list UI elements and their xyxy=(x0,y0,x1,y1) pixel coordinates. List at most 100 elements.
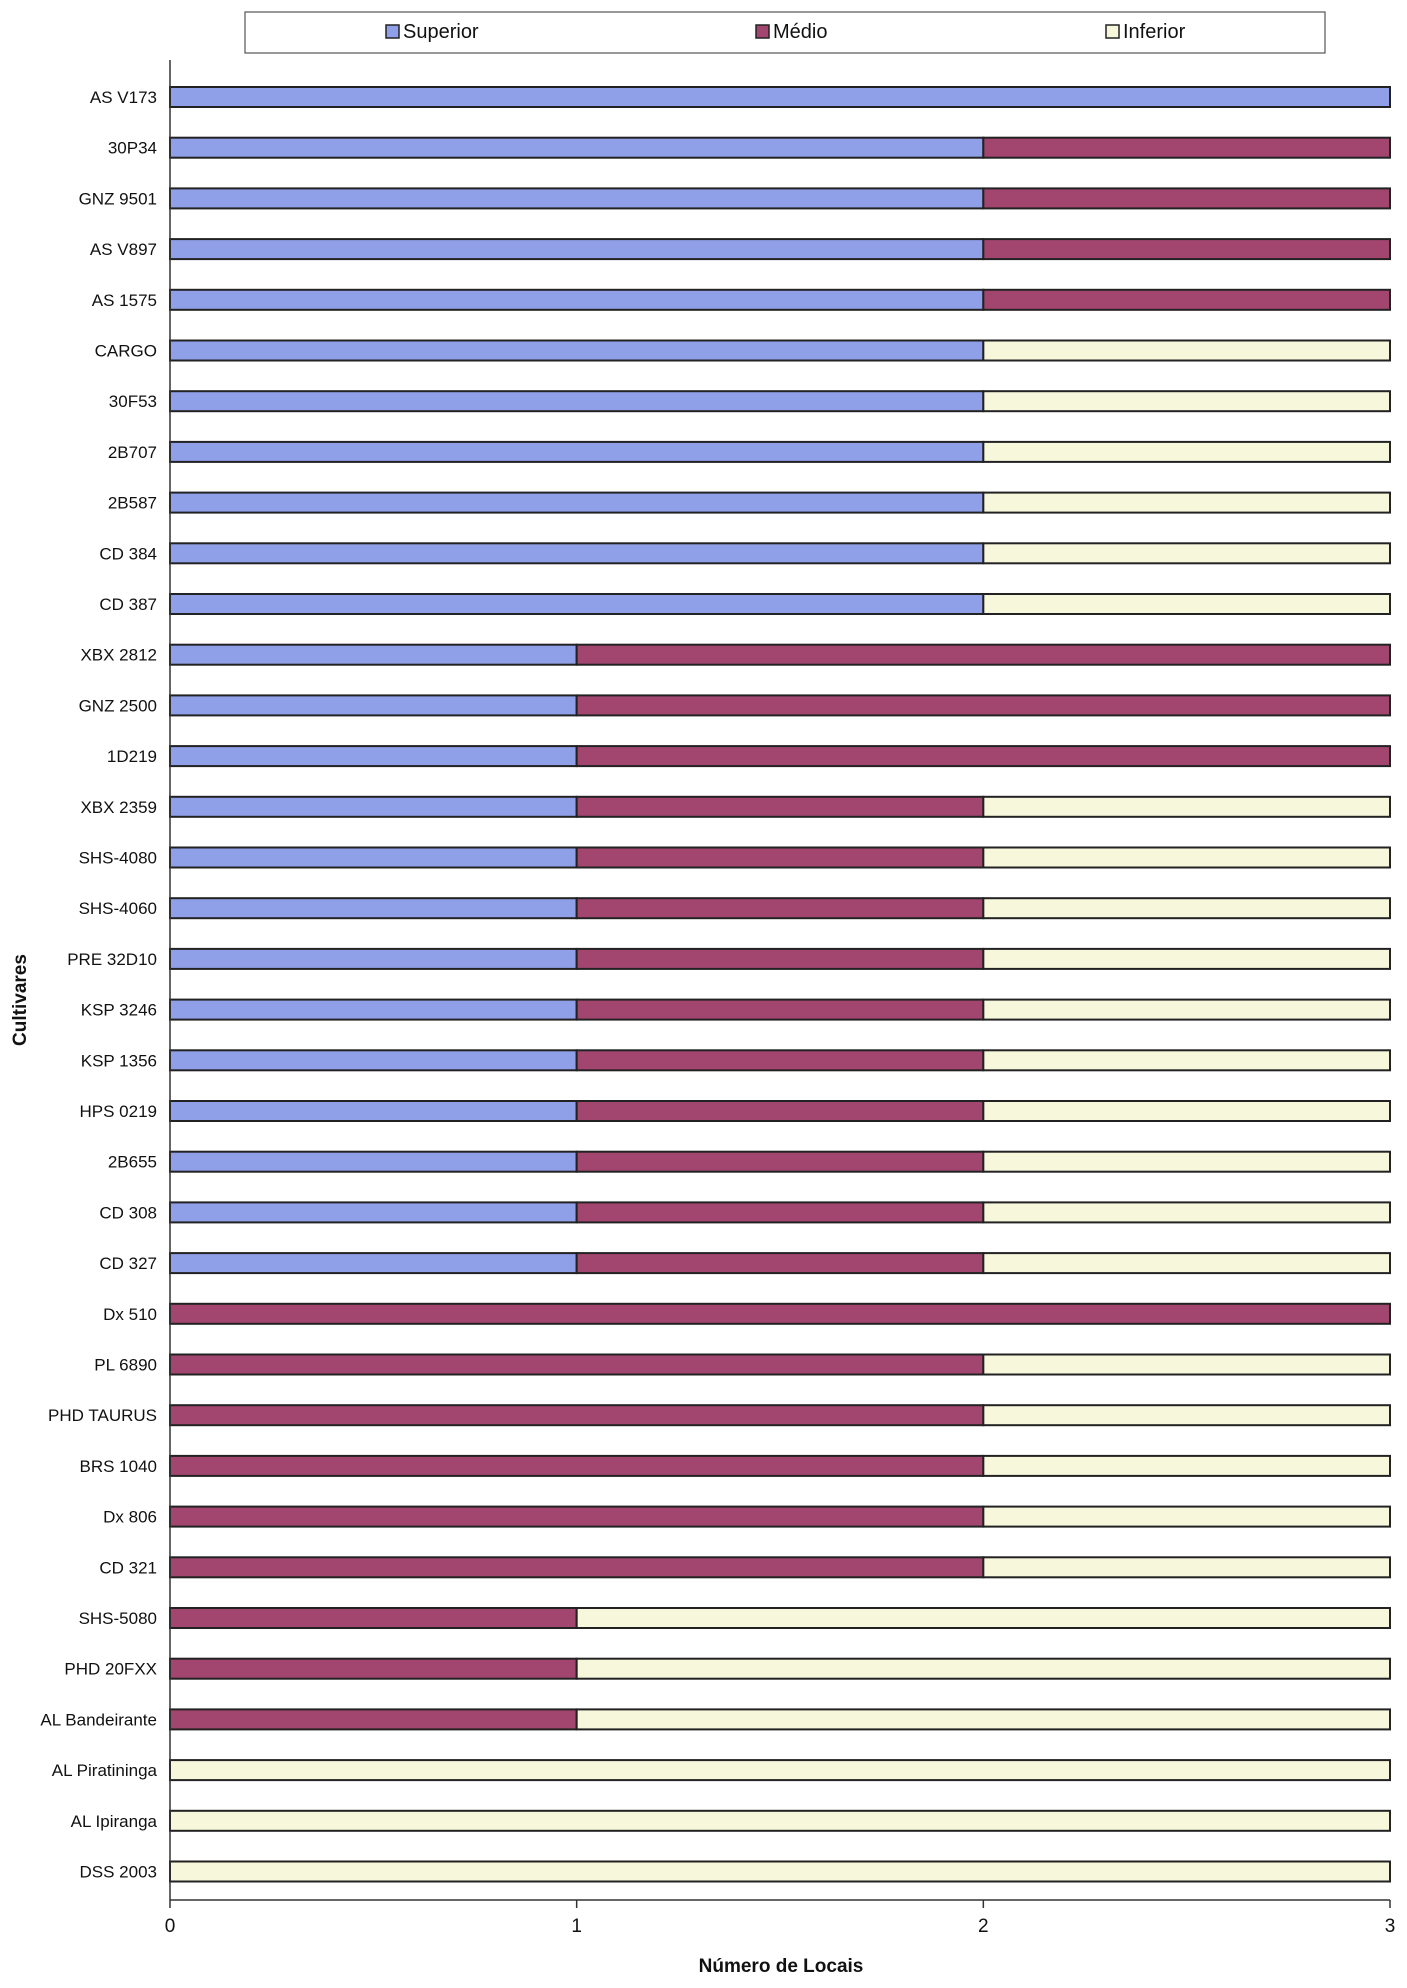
bar-segment-medio xyxy=(169,1505,985,1528)
bar-segment-superior xyxy=(169,947,578,970)
category-label: CD 384 xyxy=(99,544,157,563)
category-label: PHD 20FXX xyxy=(64,1660,157,1679)
bar-segment-inferior xyxy=(169,1809,1391,1832)
bar-segment-medio xyxy=(169,1404,985,1427)
bar-segment-inferior xyxy=(982,1201,1391,1224)
x-tick-label: 3 xyxy=(1385,1916,1396,1937)
bar-segment-superior xyxy=(169,1252,578,1275)
bar-segment-superior xyxy=(169,745,578,768)
bar-segment-medio xyxy=(169,1708,578,1731)
category-label: AL Ipiranga xyxy=(71,1812,158,1831)
bar-segment-inferior xyxy=(982,846,1391,869)
category-label: PRE 32D10 xyxy=(67,950,157,969)
bar-segment-superior xyxy=(169,86,1391,108)
bar-segment-inferior xyxy=(982,390,1391,413)
bar-segment-inferior xyxy=(982,1556,1391,1579)
category-label: KSP 3246 xyxy=(81,1001,157,1020)
bar-segment-superior xyxy=(169,339,985,362)
category-label: GNZ 2500 xyxy=(79,696,157,715)
bar-segment-medio xyxy=(169,1607,578,1629)
bar-segment-superior xyxy=(169,136,985,159)
bar-segment-inferior xyxy=(982,1100,1391,1122)
y-axis-title: Cultivares xyxy=(10,954,31,1046)
bar-segment-inferior xyxy=(982,947,1391,970)
bar-segment-inferior xyxy=(982,1404,1391,1427)
bar-segment-medio xyxy=(575,846,985,869)
legend-label: Inferior xyxy=(1123,21,1186,43)
bar-segment-medio xyxy=(575,795,985,818)
category-label: PHD TAURUS xyxy=(48,1406,157,1425)
bar-segment-inferior xyxy=(982,1353,1391,1376)
bar-segment-medio xyxy=(575,745,1391,768)
bar-segment-medio xyxy=(169,1454,985,1477)
bar-segment-superior xyxy=(169,542,985,565)
category-label: Dx 806 xyxy=(103,1508,157,1527)
x-axis-title: Número de Locais xyxy=(699,1956,864,1977)
bar-segment-inferior xyxy=(982,440,1391,463)
category-label: Dx 510 xyxy=(103,1305,157,1324)
category-label: CARGO xyxy=(95,342,157,361)
bar-segment-medio xyxy=(982,238,1391,261)
category-label: 2B707 xyxy=(108,443,157,462)
bar-segment-medio xyxy=(169,1657,578,1680)
category-label: HPS 0219 xyxy=(80,1102,158,1121)
category-label: AS V173 xyxy=(90,88,157,107)
legend: Superior Médio Inferior xyxy=(244,11,1326,54)
bar-segment-inferior xyxy=(982,491,1391,514)
x-tick-label: 0 xyxy=(165,1916,176,1937)
bar-segment-medio xyxy=(982,136,1391,159)
bar-segment-superior xyxy=(169,440,985,463)
category-label: AS 1575 xyxy=(92,291,157,310)
bar-segment-inferior xyxy=(982,1049,1391,1072)
category-label: SHS-5080 xyxy=(79,1609,157,1628)
legend-swatch xyxy=(1105,24,1120,39)
category-label: SHS-4060 xyxy=(79,899,157,918)
bar-segment-inferior xyxy=(982,542,1391,565)
category-label: XBX 2359 xyxy=(80,798,157,817)
category-label: AS V897 xyxy=(90,240,157,259)
category-label: 30F53 xyxy=(109,392,157,411)
category-label: XBX 2812 xyxy=(80,646,157,665)
bar-segment-medio xyxy=(575,1150,985,1173)
bar-segment-inferior xyxy=(982,593,1391,615)
bar-segment-medio xyxy=(982,187,1391,210)
bar-segment-medio xyxy=(575,947,985,970)
bar-segment-superior xyxy=(169,998,578,1021)
category-label: BRS 1040 xyxy=(80,1457,158,1476)
category-label: CD 387 xyxy=(99,595,157,614)
bar-segment-medio xyxy=(575,1049,985,1072)
bar-segment-medio xyxy=(575,1100,985,1122)
category-label: DSS 2003 xyxy=(80,1863,158,1882)
bar-segment-inferior xyxy=(982,1150,1391,1173)
x-tick-label: 2 xyxy=(978,1916,989,1937)
bar-segment-medio xyxy=(169,1302,1391,1325)
x-axis: 0 1 2 3 xyxy=(165,60,1396,1937)
bar-segment-superior xyxy=(169,846,578,869)
category-label: PL 6890 xyxy=(94,1356,157,1375)
bar-segment-inferior xyxy=(982,897,1391,920)
bar-segment-superior xyxy=(169,491,985,514)
bar-segment-superior xyxy=(169,1150,578,1173)
bar-segment-inferior xyxy=(982,339,1391,362)
category-label: 2B655 xyxy=(108,1153,157,1172)
category-label: GNZ 9501 xyxy=(79,189,157,208)
bar-segment-medio xyxy=(575,998,985,1021)
bar-segment-medio xyxy=(169,1556,985,1579)
legend-swatch xyxy=(385,24,400,39)
legend-label: Médio xyxy=(773,21,827,43)
legend-label: Superior xyxy=(403,21,479,43)
bar-segment-superior xyxy=(169,187,985,210)
bar-segment-inferior xyxy=(982,1252,1391,1275)
category-label: CD 321 xyxy=(99,1558,157,1577)
bar-segment-superior xyxy=(169,390,985,413)
category-label: AL Bandeirante xyxy=(40,1710,157,1729)
bar-segment-inferior xyxy=(169,1759,1391,1782)
bar-segment-inferior xyxy=(982,1454,1391,1477)
bar-segment-inferior xyxy=(575,1708,1391,1731)
bar-segment-inferior xyxy=(575,1607,1391,1629)
bar-segment-superior xyxy=(169,593,985,615)
category-label: 2B587 xyxy=(108,494,157,513)
bar-segment-medio xyxy=(575,1201,985,1224)
